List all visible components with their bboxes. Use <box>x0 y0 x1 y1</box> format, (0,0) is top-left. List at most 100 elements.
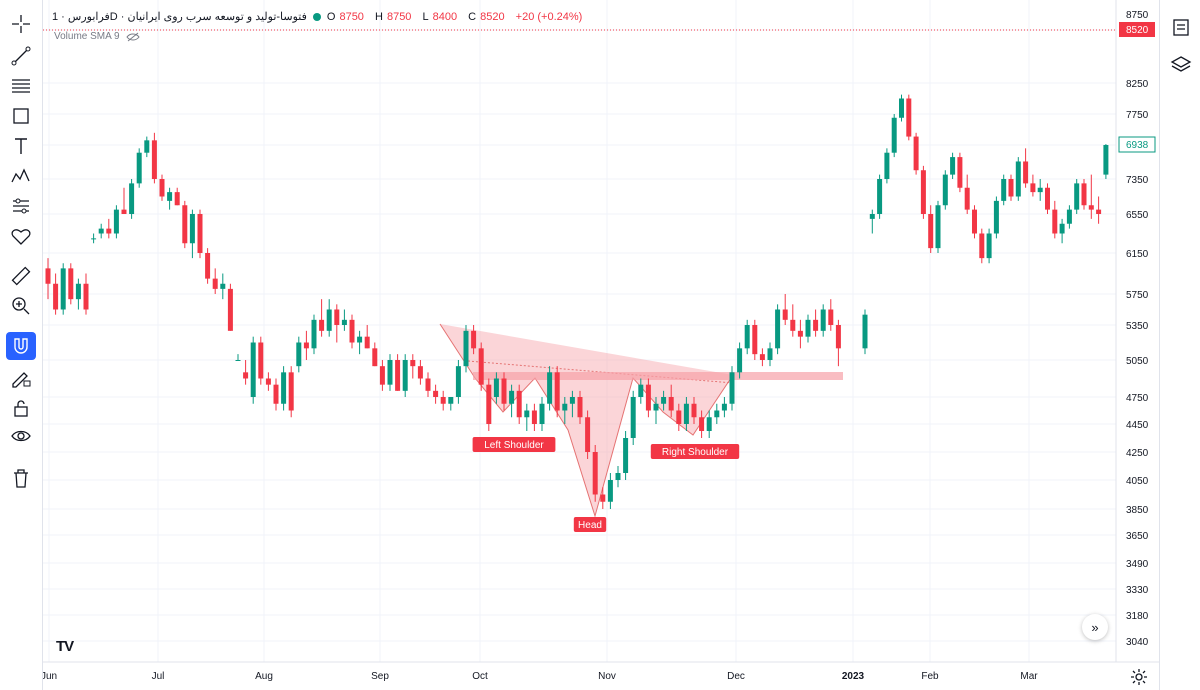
candle <box>197 209 203 259</box>
candle <box>752 319 758 360</box>
eye-icon[interactable] <box>6 422 36 450</box>
candle <box>68 263 74 305</box>
candle <box>182 200 188 249</box>
candle <box>91 233 97 244</box>
candle <box>683 397 689 431</box>
right-toolbar <box>1159 0 1200 690</box>
layers-icon[interactable] <box>1168 52 1194 78</box>
candle <box>478 342 484 391</box>
candle <box>243 360 249 385</box>
candle <box>311 314 317 355</box>
y-tick-label: 2900 <box>1126 0 1149 3</box>
candle <box>790 304 796 337</box>
fib-retracement-icon[interactable] <box>6 72 36 100</box>
change-value: +20 (+0.24%) <box>515 10 583 23</box>
crosshair-icon[interactable] <box>6 10 36 38</box>
candle <box>972 205 977 239</box>
candle <box>585 410 591 459</box>
candle <box>820 304 826 337</box>
candle <box>83 273 89 315</box>
candle <box>607 473 613 509</box>
y-tick-label: 3490 <box>1126 559 1149 570</box>
head-label[interactable]: Head <box>573 517 607 532</box>
left-shoulder-label[interactable]: Left Shoulder <box>472 437 556 452</box>
candle <box>98 223 104 239</box>
candle <box>250 336 256 404</box>
lock-drawing-icon[interactable] <box>6 364 36 392</box>
candle <box>950 152 956 179</box>
candle <box>744 319 750 355</box>
candle <box>539 397 545 431</box>
candle <box>653 397 659 424</box>
candle <box>782 294 788 325</box>
candle <box>341 309 347 331</box>
candle <box>862 309 868 355</box>
candle <box>220 273 226 300</box>
hide-eye-icon[interactable] <box>125 32 140 42</box>
candle <box>1103 144 1109 179</box>
watchlist-icon[interactable] <box>1168 14 1194 40</box>
candle <box>993 196 999 239</box>
measure-icon[interactable] <box>6 192 36 220</box>
favorite-heart-icon[interactable] <box>6 222 36 250</box>
candle <box>501 372 507 411</box>
svg-text:6938: 6938 <box>1126 140 1149 151</box>
text-icon[interactable] <box>6 132 36 160</box>
x-tick-label: Sep <box>371 671 389 682</box>
y-tick-label: 3330 <box>1126 585 1149 596</box>
svg-text:Right Shoulder: Right Shoulder <box>662 447 729 458</box>
candle <box>935 200 941 253</box>
candle <box>205 248 211 284</box>
candle <box>136 148 142 188</box>
trash-icon[interactable] <box>6 464 36 492</box>
candle <box>877 174 883 219</box>
candle <box>986 228 992 264</box>
candle <box>326 299 332 337</box>
lock-icon[interactable] <box>6 394 36 422</box>
scroll-to-realtime-button[interactable]: » <box>1082 614 1108 640</box>
y-tick-label: 6550 <box>1126 210 1149 221</box>
candle <box>303 330 309 360</box>
candle <box>869 209 875 234</box>
svg-text:Left Shoulder: Left Shoulder <box>484 440 544 451</box>
high-value: 8750 <box>386 10 412 23</box>
y-tick-label: 4750 <box>1126 393 1149 404</box>
chart-canvas[interactable]: Left Shoulder Head Right Shoulder 8750 8250… <box>43 0 1160 690</box>
x-tick-label: Mar <box>1020 671 1038 682</box>
ruler-icon[interactable] <box>6 262 36 290</box>
zoom-in-icon[interactable] <box>6 292 36 320</box>
candle <box>402 354 408 397</box>
candle <box>623 431 629 480</box>
candle <box>372 342 378 367</box>
trend-line-icon[interactable] <box>6 42 36 70</box>
candle <box>349 314 355 349</box>
candle <box>1088 174 1094 219</box>
candle <box>364 325 370 349</box>
candle <box>486 378 492 431</box>
candle <box>144 136 150 158</box>
candle <box>767 342 773 367</box>
candle <box>805 314 811 343</box>
tradingview-logo: TV <box>56 638 74 655</box>
candle <box>569 390 575 418</box>
candle <box>913 132 919 175</box>
candle <box>174 187 180 206</box>
candle <box>288 366 294 418</box>
pattern-icon[interactable] <box>6 162 36 190</box>
candle <box>1001 174 1007 206</box>
rectangle-icon[interactable] <box>6 102 36 130</box>
volume-label: Volume SMA 9 <box>54 31 120 42</box>
volume-indicator[interactable]: Volume SMA 9 <box>54 31 140 42</box>
symbol-title[interactable]: فرابورس · 1D · فتوسا-تولید و توسعه سرب ر… <box>52 11 307 23</box>
candle <box>729 366 735 411</box>
candle <box>891 114 897 158</box>
last-price-tag: 8520 <box>1119 22 1155 37</box>
candle <box>151 132 157 184</box>
candle <box>721 397 727 418</box>
magnet-icon[interactable] <box>6 332 36 360</box>
x-tick-label: Jun <box>43 671 57 682</box>
right-shoulder-label[interactable]: Right Shoulder <box>650 444 740 459</box>
candle <box>737 342 743 379</box>
gear-icon[interactable] <box>1130 668 1148 686</box>
x-tick-label: Nov <box>598 671 616 682</box>
